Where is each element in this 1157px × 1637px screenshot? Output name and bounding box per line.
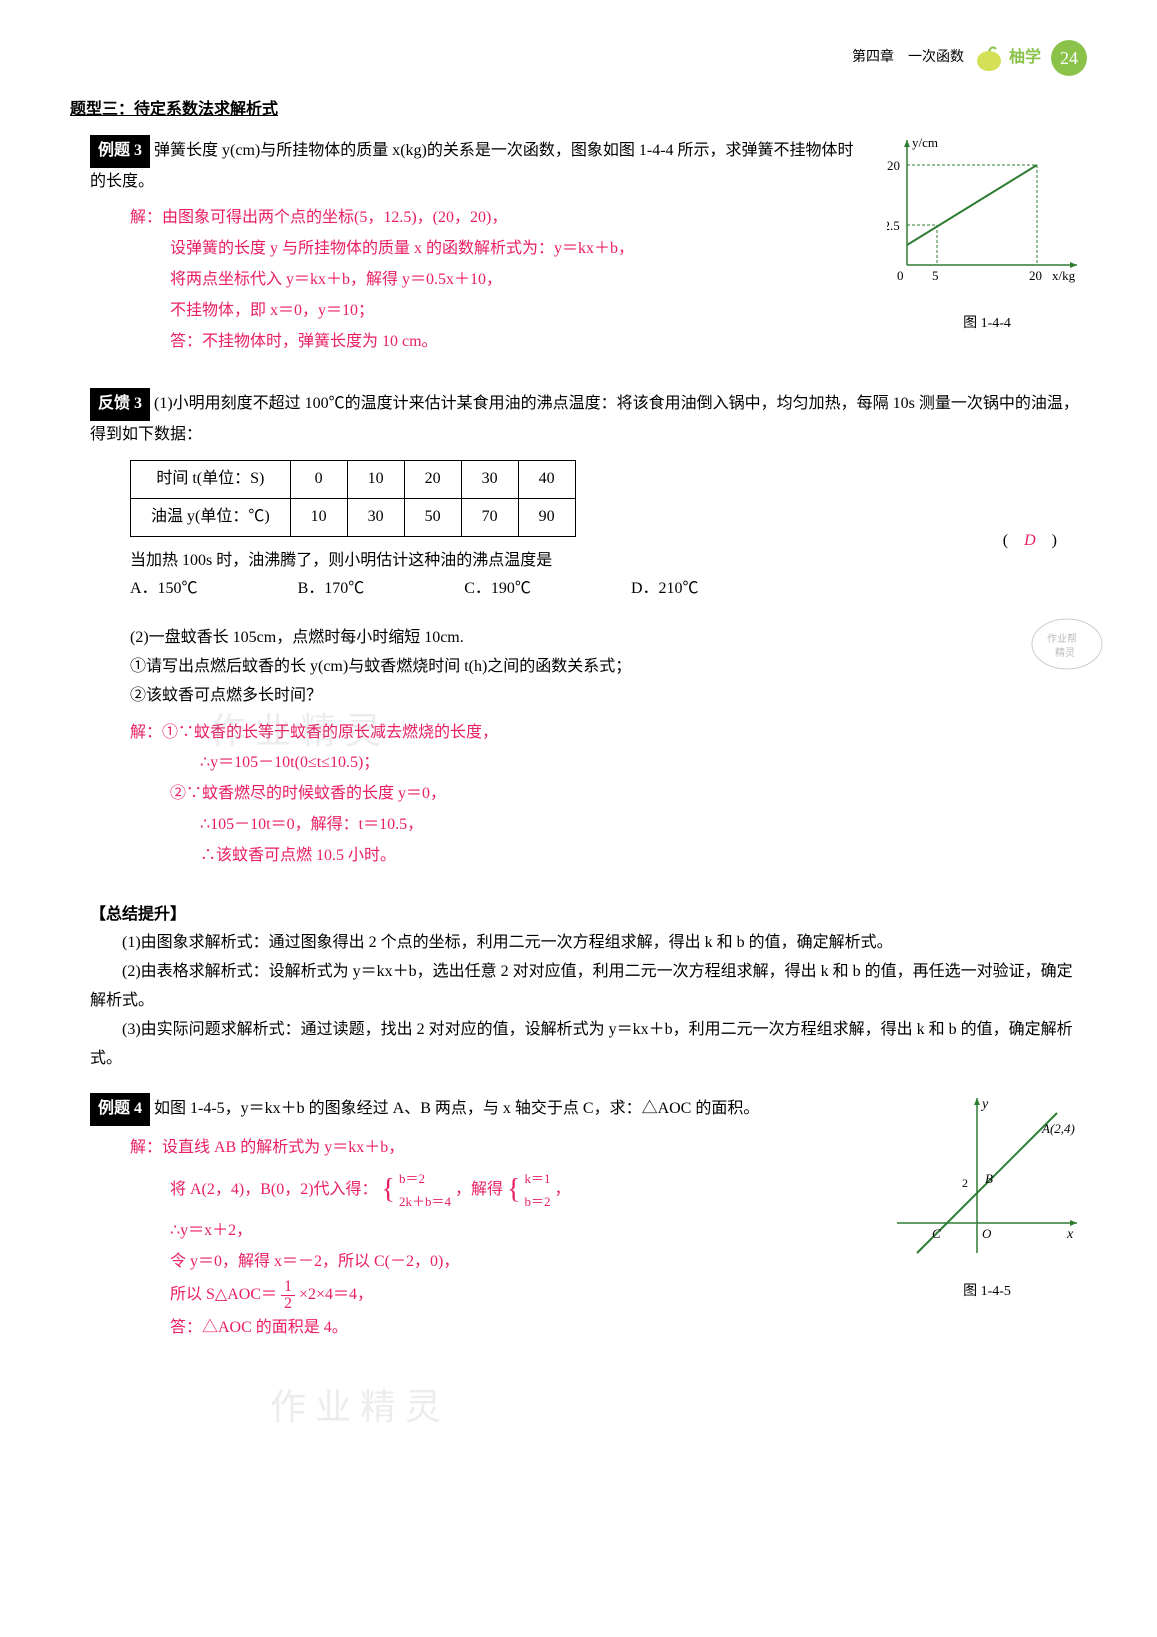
svg-text:5: 5 (932, 268, 939, 283)
svg-text:A(2,4): A(2,4) (1041, 1121, 1075, 1136)
sol-line: ∴105－10t＝0，解得：t＝10.5， (130, 811, 1087, 840)
watermark: 作 业 精 灵 (270, 1375, 441, 1440)
table-row: 油温 y(单位：℃) 10 30 50 70 90 (131, 498, 576, 536)
cell: 30 (347, 498, 404, 536)
svg-text:作业帮: 作业帮 (1047, 633, 1077, 645)
problem-text: 如图 1-4-5，y＝kx＋b 的图象经过 A、B 两点，与 x 轴交于点 C，… (154, 1100, 759, 1117)
cell: 时间 t(单位：S) (131, 460, 291, 498)
chart-1-4-4: 20 12.5 0 5 20 y/cm x/kg 图 1-4-4 (887, 135, 1087, 336)
brand-logo: 柚学 (974, 43, 1041, 73)
section-title: 题型三：待定系数法求解析式 (70, 96, 1087, 125)
svg-text:y: y (980, 1097, 989, 1112)
option-d: D．210℃ (631, 575, 699, 604)
example-4: 例题 4 如图 1-4-5，y＝kx＋b 的图象经过 A、B 两点，与 x 轴交… (70, 1093, 1087, 1344)
chapter-label: 第四章 一次函数 (852, 45, 964, 70)
answer: D (1024, 532, 1036, 549)
summary-p1: (1)由图象求解析式：通过图象得出 2 个点的坐标，利用二元一次方程组求解，得出… (70, 929, 1087, 958)
svg-text:20: 20 (1029, 268, 1042, 283)
cell: 70 (461, 498, 518, 536)
lemon-icon (974, 43, 1004, 73)
svg-text:精灵: 精灵 (1055, 646, 1075, 659)
sol-line: 解：①∵蚊香的长等于蚊香的原长减去燃烧的长度， (130, 719, 1087, 748)
sol-line: ∴该蚊香可点燃 10.5 小时。 (130, 842, 1087, 871)
cell: 20 (404, 460, 461, 498)
svg-text:B: B (985, 1171, 993, 1186)
p2-q2: ②该蚊香可点燃多长时间？ (130, 682, 1087, 711)
svg-text:C: C (932, 1226, 941, 1241)
data-table: 时间 t(单位：S) 0 10 20 30 40 油温 y(单位：℃) 10 3… (130, 460, 576, 537)
solution-p3: 作 业 精 灵 解：①∵蚊香的长等于蚊香的原长减去燃烧的长度， ∴y＝105－1… (90, 719, 1087, 871)
svg-text:x/kg: x/kg (1052, 268, 1076, 283)
chart-1-4-5: y x A(2,4) B 2 C O 图 1-4-5 (887, 1093, 1087, 1304)
option-c: C．190℃ (464, 575, 531, 604)
option-a: A．150℃ (130, 575, 198, 604)
cell: 油温 y(单位：℃) (131, 498, 291, 536)
example-3: 20 12.5 0 5 20 y/cm x/kg 图 1-4-4 例题 3 弹簧… (70, 135, 1087, 359)
fig-label-1: 图 1-4-4 (887, 311, 1087, 336)
option-b: B．170℃ (298, 575, 365, 604)
svg-text:12.5: 12.5 (887, 218, 900, 233)
p2-text: (2)一盘蚊香长 105cm，点燃时每小时缩短 10cm. (130, 624, 1087, 653)
sol-line: ②∵蚊香燃尽的时候蚊香的长度 y＝0， (130, 780, 1087, 809)
p1-text: (1)小明用刻度不超过 100℃的温度计来估计某食用油的沸点温度：将该食用油倒入… (90, 395, 1079, 443)
brand-text: 柚学 (1009, 44, 1041, 73)
cell: 90 (518, 498, 575, 536)
practice-3: 反馈 3 (1)小明用刻度不超过 100℃的温度计来估计某食用油的沸点温度：将该… (70, 388, 1087, 870)
svg-text:y/cm: y/cm (912, 135, 938, 150)
cell: 50 (404, 498, 461, 536)
example-label: 例题 4 (90, 1093, 150, 1126)
example-label: 例题 3 (90, 135, 150, 168)
sol-line: ∴y＝105－10t(0≤t≤10.5)； (130, 749, 1087, 778)
summary-p3: (3)由实际问题求解析式：通过读题，找出 2 对对应的值，设解析式为 y＝kx＋… (70, 1016, 1087, 1074)
svg-text:x: x (1066, 1227, 1074, 1242)
summary-title: 【总结提升】 (70, 901, 1087, 930)
cell: 10 (290, 498, 347, 536)
svg-text:2: 2 (962, 1176, 968, 1190)
svg-text:20: 20 (887, 158, 900, 173)
sol-line: 答：△AOC 的面积是 4。 (130, 1314, 1087, 1343)
page-number: 24 (1051, 40, 1087, 76)
problem-text: 弹簧长度 y(cm)与所挂物体的质量 x(kg)的关系是一次函数，图象如图 1-… (90, 142, 854, 190)
q-text: 当加热 100s 时，油沸腾了，则小明估计这种油的沸点温度是 (130, 552, 552, 569)
stamp-icon: 作业帮精灵 (1027, 614, 1107, 685)
page-header: 第四章 一次函数 柚学 24 (70, 40, 1087, 76)
cell: 10 (347, 460, 404, 498)
summary-block: 【总结提升】 (1)由图象求解析式：通过图象得出 2 个点的坐标，利用二元一次方… (70, 901, 1087, 1074)
cell: 0 (290, 460, 347, 498)
cell: 40 (518, 460, 575, 498)
fig-label-2: 图 1-4-5 (887, 1279, 1087, 1304)
p2-q1: ①请写出点燃后蚊香的长 y(cm)与蚊香燃烧时间 t(h)之间的函数关系式； (130, 653, 1087, 682)
answer-blank: ( D ) (1003, 527, 1057, 556)
options: A．150℃ B．170℃ C．190℃ D．210℃ (90, 575, 1087, 604)
svg-text:O: O (982, 1226, 992, 1241)
svg-text:0: 0 (897, 268, 904, 283)
practice-label: 反馈 3 (90, 388, 150, 421)
table-row: 时间 t(单位：S) 0 10 20 30 40 (131, 460, 576, 498)
cell: 30 (461, 460, 518, 498)
summary-p2: (2)由表格求解析式：设解析式为 y＝kx＋b，选出任意 2 对对应值，利用二元… (70, 958, 1087, 1016)
